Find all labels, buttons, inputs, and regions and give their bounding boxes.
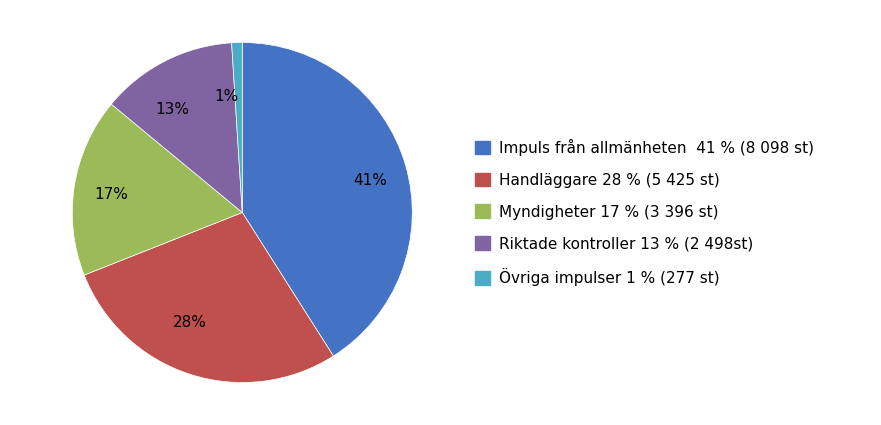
Wedge shape <box>232 42 242 212</box>
Text: 41%: 41% <box>353 173 387 188</box>
Wedge shape <box>111 43 242 213</box>
Text: 28%: 28% <box>173 315 206 330</box>
Wedge shape <box>85 212 333 382</box>
Wedge shape <box>72 104 242 275</box>
Legend: Impuls från allmänheten  41 % (8 098 st), Handläggare 28 % (5 425 st), Myndighet: Impuls från allmänheten 41 % (8 098 st),… <box>475 139 814 286</box>
Wedge shape <box>242 42 412 356</box>
Text: 17%: 17% <box>94 187 128 202</box>
Text: 1%: 1% <box>214 89 239 105</box>
Text: 13%: 13% <box>156 102 189 117</box>
